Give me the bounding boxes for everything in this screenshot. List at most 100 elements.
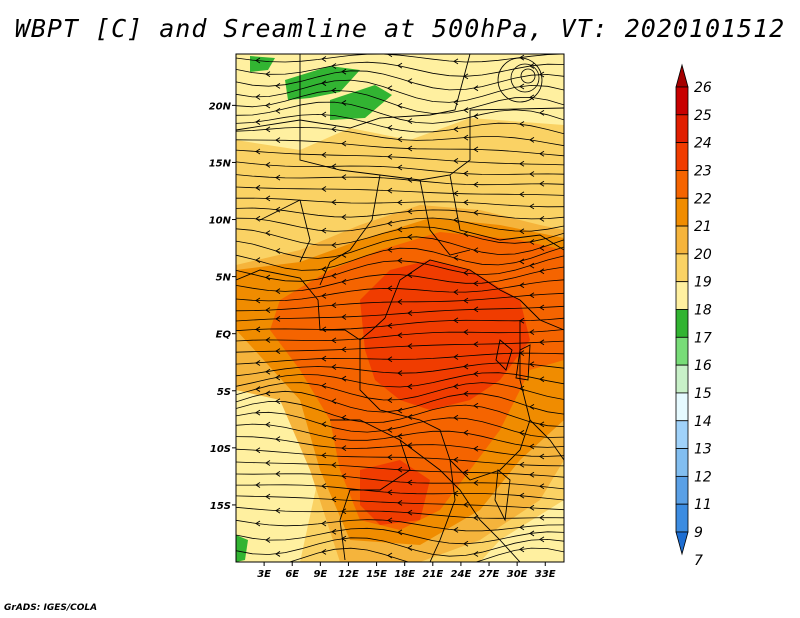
stream-arrow [529, 443, 535, 450]
colorbar-label: 23 [694, 163, 712, 179]
streamline [236, 411, 564, 438]
map-frame [235, 53, 565, 563]
streamline [236, 537, 564, 557]
stream-arrow [407, 310, 413, 316]
border-line [299, 54, 471, 181]
stream-arrow [387, 397, 393, 404]
cyclone-loop [510, 63, 540, 93]
stream-arrow [407, 479, 413, 486]
stream-arrow [407, 208, 413, 215]
stream-arrow [265, 126, 271, 133]
streamline [236, 236, 564, 259]
colorbar: 26 25 24 23 22 21 20 19 18 17 16 15 14 13 12 11 9 7 [675, 63, 712, 569]
stream-arrow [463, 107, 469, 114]
stream-arrow [331, 126, 337, 133]
stream-arrow [331, 462, 337, 468]
stream-arrow [275, 174, 281, 181]
colorbar-label: 24 [694, 136, 712, 152]
stream-arrow [397, 499, 403, 506]
stream-arrow [397, 407, 403, 414]
stream-arrow [407, 545, 413, 551]
lon-tick-label: 27E [479, 569, 500, 580]
stream-arrow [321, 326, 327, 333]
stream-arrow [387, 322, 393, 329]
stream-arrow [473, 514, 479, 521]
stream-arrow [519, 282, 525, 289]
stream-arrow [331, 63, 337, 69]
colorbar-swatch [675, 364, 689, 394]
stream-arrow [275, 436, 281, 442]
lat-tick-label: 5N [216, 273, 232, 284]
stream-arrow [255, 148, 261, 155]
stream-arrow [275, 248, 281, 254]
streamline [236, 101, 564, 124]
lat-tick-label: EQ [216, 330, 232, 341]
stream-arrow [255, 297, 261, 304]
stream-arrow [463, 469, 469, 476]
colorbar-label: 14 [694, 414, 712, 430]
stream-arrow [519, 524, 525, 531]
stream-arrow [387, 246, 393, 253]
stream-arrow [463, 231, 469, 237]
stream-arrow [519, 191, 525, 198]
border-line [317, 299, 386, 341]
stream-arrow [453, 414, 459, 421]
stream-arrow [255, 360, 261, 366]
border-line [494, 469, 511, 522]
stream-arrow [407, 343, 413, 350]
stream-arrow [275, 288, 281, 295]
stream-arrow [331, 435, 337, 441]
streamline [236, 292, 564, 312]
stream-arrow [463, 363, 469, 370]
stream-arrow [341, 473, 347, 479]
stream-arrow [331, 398, 337, 405]
stream-arrow [387, 220, 393, 227]
stream-arrow [473, 146, 479, 153]
stream-arrow [463, 134, 469, 141]
streamline [236, 473, 564, 490]
stream-arrow [539, 180, 545, 187]
stream-arrow [453, 99, 459, 105]
streamline [236, 126, 564, 147]
stream-arrow [265, 337, 271, 343]
stream-arrow [539, 304, 545, 311]
stream-arrow [265, 162, 271, 168]
colorbar-swatch [675, 86, 689, 116]
streamline [236, 461, 564, 478]
stream-arrow [321, 520, 327, 527]
stream-arrow [255, 409, 261, 416]
lon-axis: 3E 6E 9E 12E 15E 18E 21E 24E 27E 30E 33E [257, 562, 556, 580]
stream-arrow [397, 257, 403, 264]
stream-arrow [463, 329, 469, 336]
stream-arrow [529, 504, 535, 511]
colorbar-swatch [675, 281, 689, 310]
streamline [236, 207, 564, 220]
stream-arrow [519, 83, 525, 90]
stream-arrow [255, 57, 261, 64]
colorbar-top-arrow [675, 63, 689, 88]
stream-arrow [473, 280, 479, 287]
border-line [319, 174, 381, 286]
stream-arrow [539, 109, 545, 116]
stream-arrow [397, 62, 403, 69]
stream-arrow [341, 140, 347, 147]
border-line [495, 339, 513, 371]
stream-arrow [539, 514, 545, 521]
lon-tick-label: 3E [257, 569, 271, 580]
colorbar-swatch [675, 253, 689, 283]
cyclone-loop [520, 68, 536, 84]
stream-arrow [331, 242, 337, 249]
colorbar-label: 13 [694, 442, 712, 458]
stream-arrow [463, 269, 469, 276]
stream-arrow [341, 314, 347, 320]
stream-arrow [255, 257, 261, 263]
stream-arrow [331, 87, 337, 94]
stream-arrow [331, 163, 337, 170]
stream-arrow [397, 433, 403, 440]
stream-arrow [255, 119, 261, 125]
stream-arrow [275, 315, 281, 322]
stream-arrow [275, 551, 281, 557]
stream-arrow [397, 199, 403, 206]
stream-arrow [539, 376, 545, 383]
stream-arrow [255, 184, 261, 191]
